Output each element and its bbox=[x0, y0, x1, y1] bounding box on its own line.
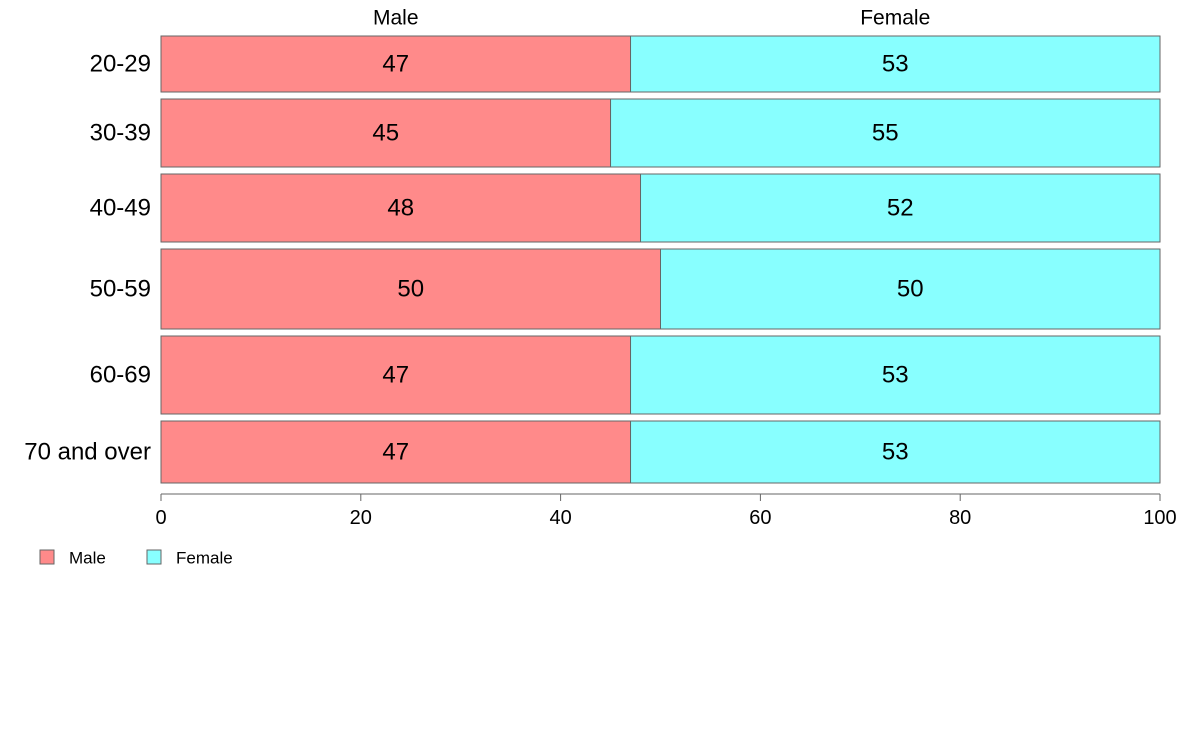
legend: Male Female bbox=[39, 549, 233, 568]
bar-male-30-39 bbox=[160, 98, 612, 168]
value-label-female-40-49: 52 bbox=[887, 195, 914, 222]
bar-female-70-and-over bbox=[630, 420, 1161, 484]
column-headers: Male Female bbox=[373, 7, 930, 30]
bar-female-20-29 bbox=[630, 35, 1161, 93]
x-tick-label-60: 60 bbox=[749, 507, 771, 529]
bar-male-50-59 bbox=[160, 248, 661, 330]
value-label-male-30-39: 45 bbox=[372, 120, 399, 147]
value-label-female-70-and-over: 53 bbox=[882, 439, 909, 466]
value-label-female-30-39: 55 bbox=[872, 120, 899, 147]
column-header-female: Female bbox=[860, 7, 930, 30]
value-label-female-20-29: 53 bbox=[882, 51, 909, 78]
bar-area: 47 53 45 55 48 52 50 50 47 53 47 53 bbox=[160, 35, 1161, 484]
category-labels: 20-29 30-39 40-49 50-59 60-69 70 and over bbox=[24, 51, 151, 466]
value-label-female-50-59: 50 bbox=[897, 276, 924, 303]
x-tick-label-100: 100 bbox=[1143, 507, 1176, 529]
legend-label-female: Female bbox=[176, 549, 233, 568]
category-label-50-59: 50-59 bbox=[90, 276, 151, 303]
value-label-male-50-59: 50 bbox=[397, 276, 424, 303]
value-label-female-60-69: 53 bbox=[882, 362, 909, 389]
category-label-40-49: 40-49 bbox=[90, 195, 151, 222]
legend-swatch-male bbox=[39, 549, 55, 565]
bar-female-30-39 bbox=[610, 98, 1161, 168]
x-tick-label-0: 0 bbox=[155, 507, 166, 529]
legend-label-male: Male bbox=[69, 549, 106, 568]
value-label-male-20-29: 47 bbox=[382, 51, 409, 78]
bar-male-60-69 bbox=[160, 335, 632, 415]
x-tick-label-80: 80 bbox=[949, 507, 971, 529]
legend-swatch-female bbox=[146, 549, 162, 565]
column-header-male: Male bbox=[373, 7, 419, 30]
value-label-male-40-49: 48 bbox=[387, 195, 414, 222]
category-label-20-29: 20-29 bbox=[90, 51, 151, 78]
category-label-60-69: 60-69 bbox=[90, 362, 151, 389]
bar-male-20-29 bbox=[160, 35, 632, 93]
bar-female-60-69 bbox=[630, 335, 1161, 415]
category-label-70-and-over: 70 and over bbox=[24, 439, 151, 466]
value-label-male-70-and-over: 47 bbox=[382, 439, 409, 466]
x-axis: 0 20 40 60 80 100 bbox=[155, 493, 1177, 529]
category-label-30-39: 30-39 bbox=[90, 120, 151, 147]
bar-female-40-49 bbox=[640, 173, 1161, 243]
x-tick-label-20: 20 bbox=[350, 507, 372, 529]
value-label-male-60-69: 47 bbox=[382, 362, 409, 389]
bar-female-50-59 bbox=[660, 248, 1161, 330]
x-tick-label-40: 40 bbox=[549, 507, 571, 529]
bar-male-40-49 bbox=[160, 173, 642, 243]
